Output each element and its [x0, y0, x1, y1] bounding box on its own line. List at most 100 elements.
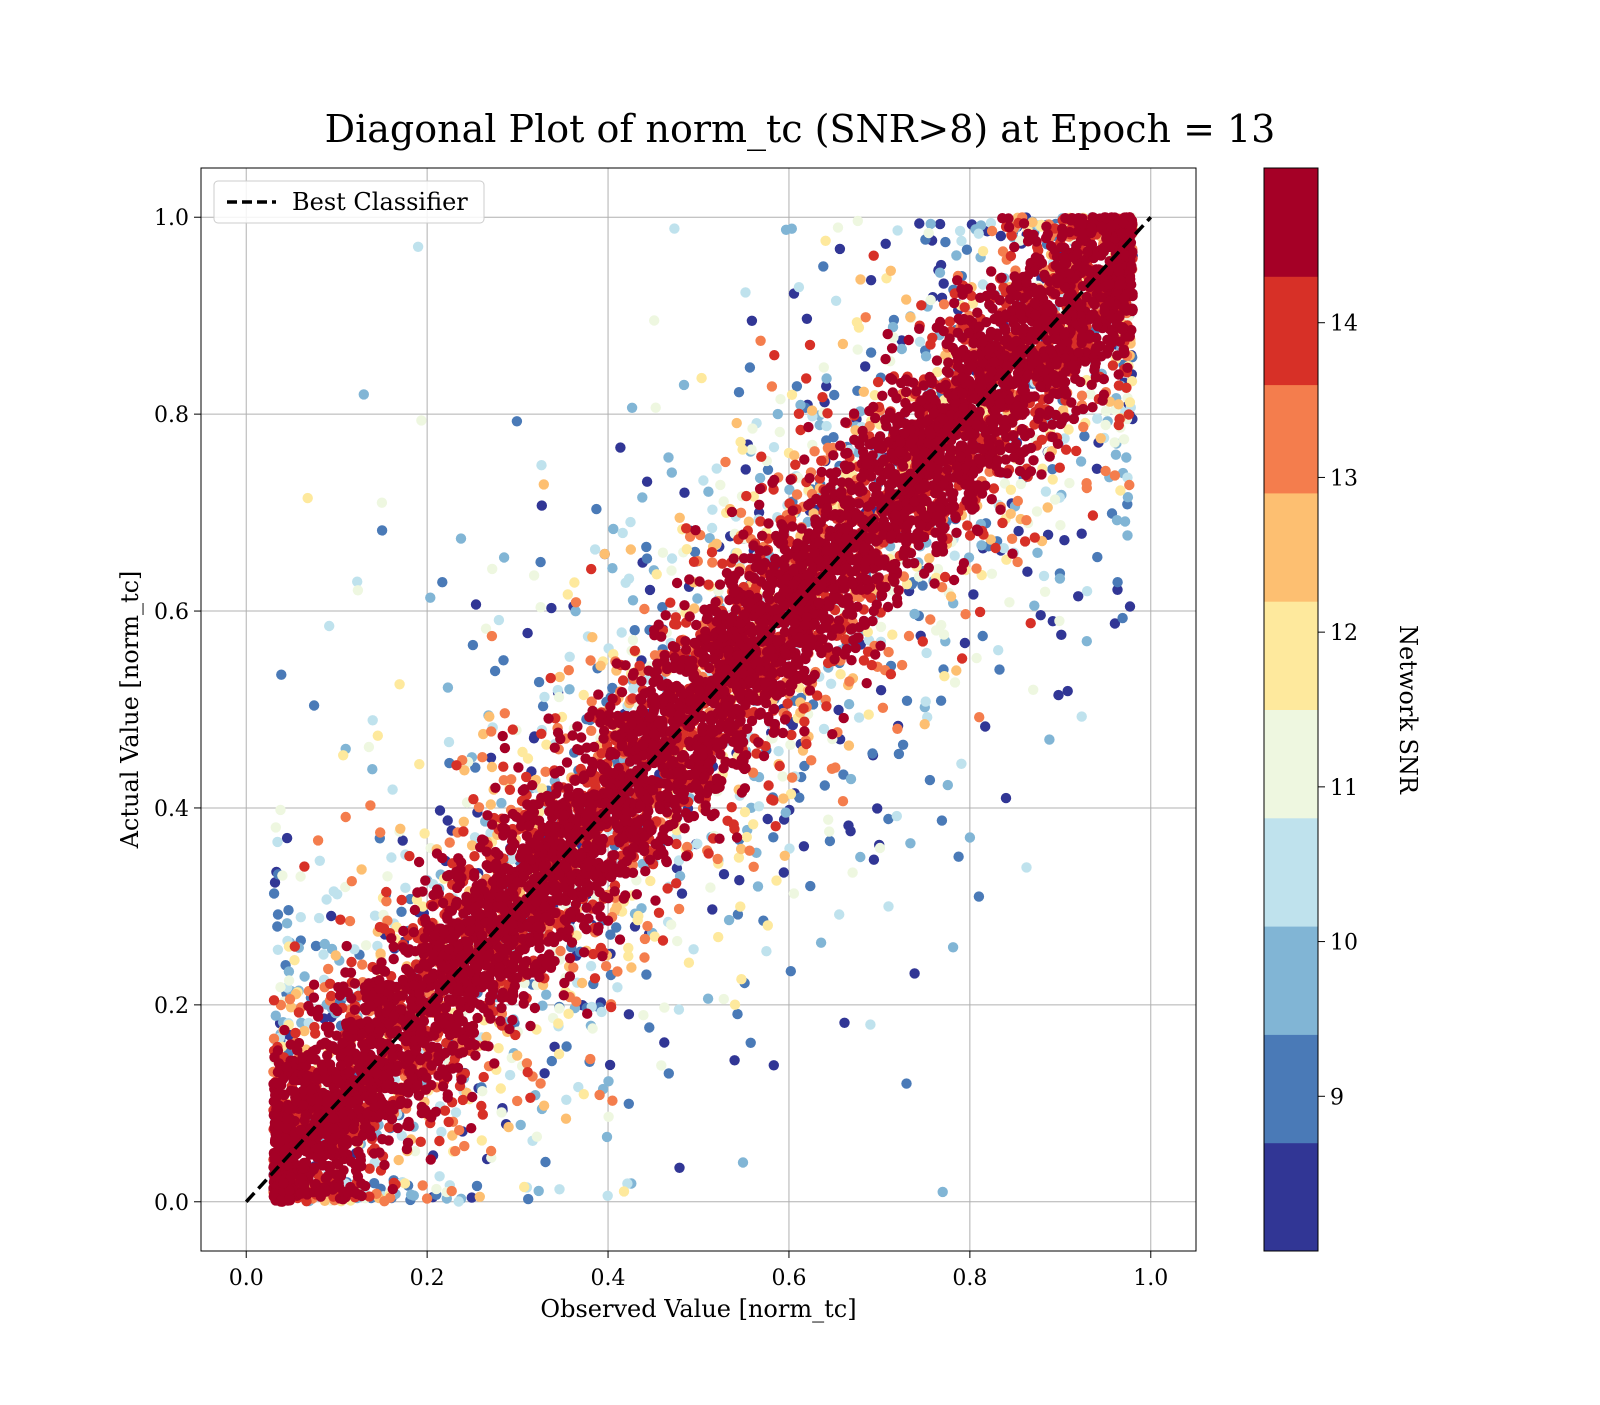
scatter-point [658, 935, 668, 945]
scatter-point [637, 492, 647, 502]
scatter-point [692, 593, 702, 603]
scatter-point [1030, 532, 1040, 542]
scatter-point [921, 351, 931, 361]
scatter-point [936, 620, 946, 630]
scatter-point [1124, 480, 1134, 490]
scatter-point [382, 871, 392, 881]
scatter-point [365, 800, 375, 810]
scatter-point [761, 946, 771, 956]
scatter-point [413, 242, 423, 252]
scatter-point [630, 625, 640, 635]
scatter-point [734, 875, 744, 885]
scatter-point [541, 990, 551, 1000]
scatter-point [1096, 433, 1106, 443]
scatter-point [688, 944, 698, 954]
scatter-point [987, 226, 997, 236]
scatter-point [445, 837, 455, 847]
scatter-point [1004, 597, 1014, 607]
scatter-point [965, 832, 975, 842]
scatter-point [741, 491, 751, 501]
scatter-point [477, 1086, 487, 1096]
scatter-point [747, 423, 757, 433]
scatter-point [285, 994, 295, 1004]
scatter-point [746, 444, 756, 454]
scatter-point [440, 1106, 450, 1116]
scatter-point [865, 1019, 875, 1029]
scatter-point [570, 606, 580, 616]
scatter-point [321, 894, 331, 904]
scatter-point [506, 774, 516, 784]
scatter-point [396, 907, 406, 917]
scatter-point [962, 520, 972, 530]
scatter-point [345, 916, 355, 926]
scatter-point [866, 275, 876, 285]
chart-title: Diagonal Plot of norm_tc (SNR>8) at Epoc… [325, 107, 1276, 152]
scatter-point [1026, 618, 1036, 628]
scatter-point [612, 982, 622, 992]
scatter-point [486, 799, 496, 809]
scatter-point [602, 1132, 612, 1142]
scatter-point [555, 946, 565, 956]
scatter-point [523, 1067, 533, 1077]
scatter-point [960, 302, 970, 312]
scatter-point [284, 975, 294, 985]
scatter-point [679, 488, 689, 498]
scatter-point [905, 838, 915, 848]
scatter-point [777, 771, 787, 781]
scatter-point [869, 251, 879, 261]
scatter-point [1111, 450, 1121, 460]
scatter-point [532, 1132, 542, 1142]
scatter-point [554, 692, 564, 702]
scatter-point [892, 724, 902, 734]
scatter-point [272, 921, 282, 931]
scatter-point [883, 602, 893, 612]
scatter-point [309, 980, 319, 990]
scatter-point [707, 523, 717, 533]
scatter-point [459, 1141, 469, 1151]
scatter-point [1092, 552, 1102, 562]
scatter-point [901, 294, 911, 304]
scatter-point [993, 645, 1003, 655]
scatter-point [275, 805, 285, 815]
scatter-point [273, 909, 283, 919]
scatter-point [724, 915, 734, 925]
scatter-point [591, 504, 601, 514]
scatter-point [627, 403, 637, 413]
scatter-point [1048, 474, 1058, 484]
scatter-point [357, 959, 367, 969]
scatter-point [763, 465, 773, 475]
scatter-point [720, 457, 730, 467]
scatter-point [658, 548, 668, 558]
scatter-point [939, 671, 949, 681]
scatter-point [1079, 431, 1089, 441]
scatter-point [782, 698, 792, 708]
scatter-point [561, 1095, 571, 1105]
scatter-point [745, 362, 755, 372]
scatter-point [835, 244, 845, 254]
scatter-point [831, 296, 841, 306]
scatter-point [820, 236, 830, 246]
scatter-point [802, 314, 812, 324]
scatter-point [586, 564, 596, 574]
scatter-point [587, 1023, 597, 1033]
scatter-point [819, 362, 829, 372]
scatter-point [468, 640, 478, 650]
scatter-point [859, 387, 869, 397]
scatter-point [512, 1050, 522, 1060]
scatter-point [860, 361, 870, 371]
scatter-point [1073, 591, 1083, 601]
scatter-point [471, 599, 481, 609]
scatter-point [846, 774, 856, 784]
scatter-point [807, 405, 817, 415]
scatter-point [806, 755, 816, 765]
scatter-point [331, 950, 341, 960]
scatter-point [356, 864, 366, 874]
scatter-point [454, 1196, 464, 1206]
scatter-point [1113, 399, 1123, 409]
scatter-point [486, 726, 496, 736]
scatter-point [878, 703, 888, 713]
scatter-point [434, 1136, 444, 1146]
scatter-point [414, 759, 424, 769]
scatter-point [498, 762, 508, 772]
scatter-point [1055, 573, 1065, 583]
